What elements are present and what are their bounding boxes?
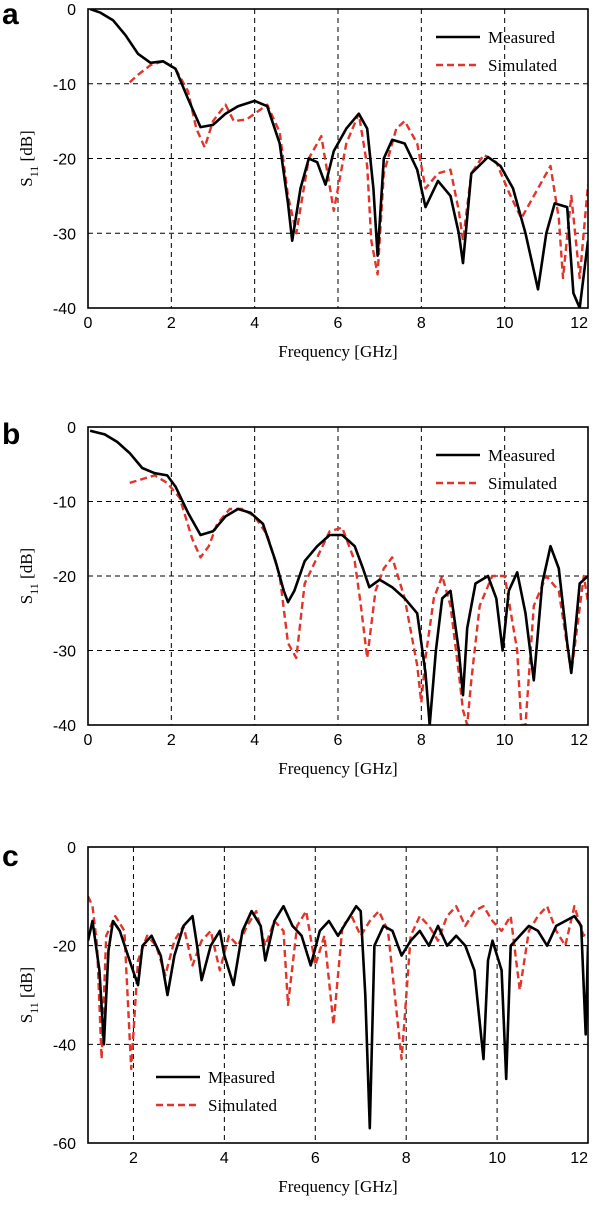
panel-label: a (2, 0, 19, 31)
y-tick-label: -40 (53, 718, 76, 735)
y-axis-symbol: S (17, 595, 36, 604)
y-tick-label: -20 (53, 569, 76, 586)
y-axis-label: S11 [dB] (17, 967, 41, 1023)
x-tick-label: 6 (311, 1150, 320, 1167)
y-axis-unit: [dB] (17, 130, 36, 165)
x-tick-label: 2 (167, 732, 176, 749)
y-axis-unit: [dB] (17, 967, 36, 1002)
y-axis-symbol: S (17, 177, 36, 186)
y-tick-label: -10 (53, 495, 76, 512)
x-tick-label: 2 (129, 1150, 138, 1167)
legend-label-simulated: Simulated (488, 474, 557, 493)
chart-panel-b: b 0 2 4 6 8 10 12 0 -10 -20 -30 -40 Frequency [GHz] S1… (2, 418, 589, 778)
x-tick-label: 10 (496, 315, 514, 332)
series-line-measured (89, 9, 588, 308)
x-axis-label: Frequency [GHz] (278, 342, 397, 361)
legend-label-measured: Measured (488, 28, 556, 47)
y-tick-label: 0 (67, 420, 76, 437)
plot-frame (87, 8, 589, 309)
x-tick-label: 4 (220, 1150, 229, 1167)
y-tick-label: -30 (53, 644, 76, 661)
chart-panel-a: a 0 2 4 6 8 10 12 0 -10 -20 -30 -40 Frequency [GHz] S1… (2, 0, 589, 361)
y-tick-label: -30 (53, 226, 76, 243)
x-tick-label: 2 (167, 315, 176, 332)
x-tick-label: 6 (334, 732, 343, 749)
y-tick-label: -60 (53, 1136, 76, 1153)
x-tick-label: 0 (84, 732, 93, 749)
y-axis-label: S11 [dB] (17, 130, 41, 186)
x-tick-label: 12 (570, 315, 588, 332)
series-line-measured (89, 429, 588, 725)
x-tick-label: 4 (250, 732, 259, 749)
x-tick-label: 4 (250, 315, 259, 332)
x-tick-label: 10 (488, 1150, 506, 1167)
series-line-simulated (129, 474, 588, 725)
y-tick-label: 0 (67, 840, 76, 857)
x-tick-label: 12 (570, 1150, 588, 1167)
y-tick-label: -40 (53, 1037, 76, 1054)
legend: Measured Simulated (436, 446, 557, 493)
x-tick-label: 8 (402, 1150, 411, 1167)
series-line-measured (88, 904, 588, 1130)
y-axis-subscript: 11 (27, 583, 41, 595)
plot-frame (87, 426, 589, 726)
x-tick-label: 0 (84, 315, 93, 332)
legend-label-measured: Measured (488, 446, 556, 465)
panel-label: c (2, 840, 19, 873)
y-axis-unit: [dB] (17, 548, 36, 583)
x-tick-label: 8 (417, 732, 426, 749)
y-axis-subscript: 11 (27, 166, 41, 178)
legend-label-simulated: Simulated (208, 1096, 277, 1115)
legend-label-measured: Measured (208, 1068, 276, 1087)
legend: Measured Simulated (436, 28, 557, 75)
x-tick-label: 8 (417, 315, 426, 332)
series-line-simulated (88, 895, 588, 1071)
y-tick-label: -20 (53, 939, 76, 956)
x-tick-label: 12 (570, 732, 588, 749)
plot-frame (87, 846, 589, 1144)
x-axis-label: Frequency [GHz] (278, 1177, 397, 1196)
y-axis-label: S11 [dB] (17, 548, 41, 604)
y-tick-label: 0 (67, 2, 76, 19)
x-tick-label: 6 (334, 315, 343, 332)
legend-label-simulated: Simulated (488, 56, 557, 75)
y-tick-label: -40 (53, 301, 76, 318)
y-tick-label: -10 (53, 77, 76, 94)
y-tick-label: -20 (53, 152, 76, 169)
x-tick-label: 10 (496, 732, 514, 749)
y-axis-subscript: 11 (27, 1002, 41, 1014)
legend: Measured Simulated (156, 1068, 277, 1115)
chart-panel-c: c 2 4 6 8 10 12 0 -20 -40 -60 Frequency [GHz] S11 [d… (2, 840, 589, 1196)
series-line-simulated (128, 60, 588, 280)
x-axis-label: Frequency [GHz] (278, 759, 397, 778)
y-axis-symbol: S (17, 1014, 36, 1023)
panel-label: b (2, 418, 20, 451)
